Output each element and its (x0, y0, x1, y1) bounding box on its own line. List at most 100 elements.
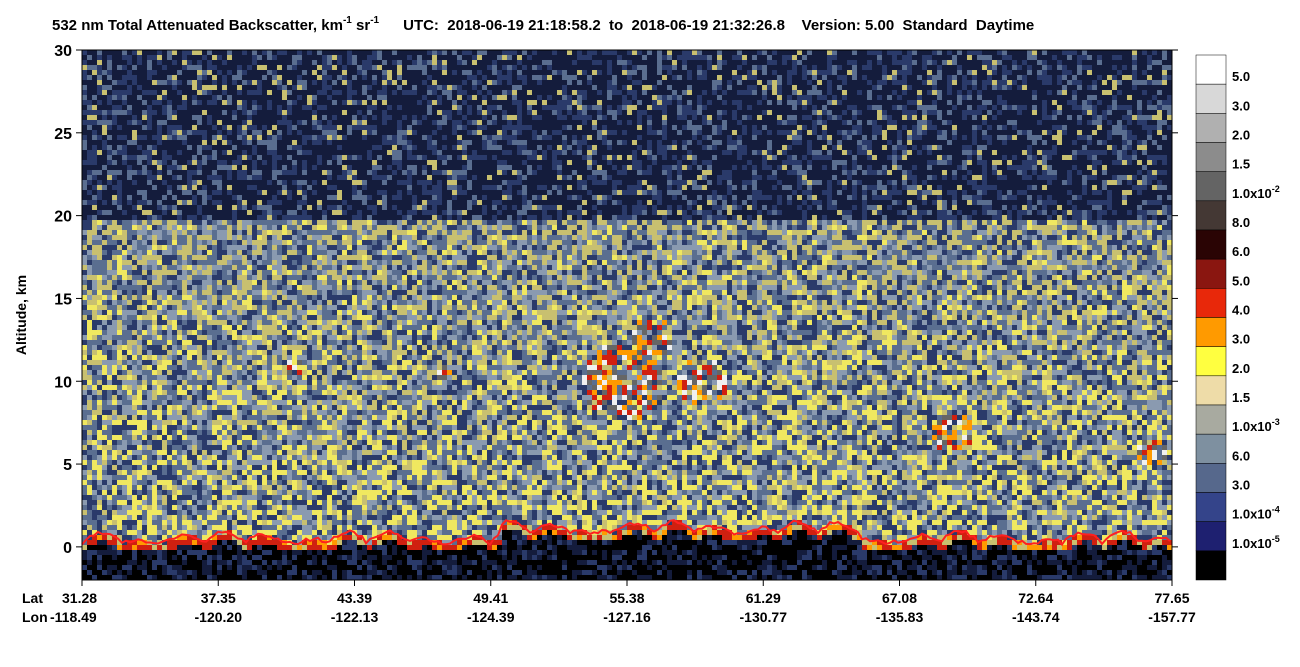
colorbar-label: 6.0 (1232, 244, 1250, 259)
colorbar-label: 4.0 (1232, 303, 1250, 318)
colorbar-label-text: 1.0x10 (1232, 419, 1272, 434)
colorbar-label-text: 6.0 (1232, 244, 1250, 259)
colorbar-label: 1.0x10-4 (1232, 505, 1280, 522)
colorbar-label-text: 3.0 (1232, 98, 1250, 113)
y-tick-label: 5 (63, 457, 72, 474)
colorbar-label-text: 1.0x10 (1232, 507, 1272, 522)
colorbar-swatch (1195, 83, 1227, 114)
colorbar-swatch (1195, 317, 1227, 347)
backscatter-image (82, 50, 1172, 550)
x-row-label: Lat (22, 590, 43, 606)
x-tick-label: 55.38 (609, 590, 644, 606)
colorbar-label-text: 3.0 (1232, 478, 1250, 493)
title-part: 532 nm Total Attenuated Backscatter, km (52, 17, 343, 34)
x-tick-label: -124.39 (467, 609, 515, 625)
x-tick-label: 31.28 (62, 590, 97, 606)
colorbar-swatch (1195, 288, 1227, 318)
colorbar-label: 5.0 (1232, 69, 1250, 84)
title-info: UTC: 2018-06-19 21:18:58.2 to 2018-06-19… (403, 17, 1034, 34)
x-tick-label: -120.20 (195, 609, 243, 625)
colorbar-swatch (1195, 463, 1227, 493)
y-tick-label: 25 (54, 126, 72, 143)
colorbar-label: 8.0 (1232, 215, 1250, 230)
colorbar-label-text: 1.0x10 (1232, 186, 1272, 201)
y-tick-label: 10 (54, 374, 72, 391)
colorbar-label: 5.0 (1232, 273, 1250, 288)
colorbar-swatch (1195, 54, 1227, 85)
title-part: sr (352, 17, 371, 34)
colorbar-label: 2.0 (1232, 128, 1250, 143)
y-axis-label: Altitude, km (13, 275, 29, 355)
x-tick-label: -157.77 (1148, 609, 1196, 625)
x-tick-label: -130.77 (740, 609, 788, 625)
x-tick-label: 77.65 (1154, 590, 1189, 606)
colorbar-label: 6.0 (1232, 448, 1250, 463)
colorbar-label-text: 5.0 (1232, 69, 1250, 84)
colorbar-label-text: 6.0 (1232, 448, 1250, 463)
colorbar-label: 1.0x10-2 (1232, 184, 1280, 201)
colorbar-swatch (1195, 521, 1227, 552)
colorbar-swatch (1195, 375, 1227, 406)
title-sup: -1 (370, 15, 379, 26)
x-tick-label: -143.74 (1012, 609, 1060, 625)
x-tick-label: -118.49 (50, 609, 97, 625)
y-tick-label: 30 (54, 43, 72, 60)
backscatter-image (87, 320, 1172, 550)
backscatter-image (82, 220, 1172, 545)
backscatter-image (97, 320, 1172, 550)
colorbar-label: 1.0x10-5 (1232, 534, 1280, 551)
colorbar-swatch (1195, 258, 1227, 289)
colorbar-swatch (1195, 113, 1227, 143)
y-tick-label: 0 (63, 540, 72, 557)
colorbar-label-sup: -2 (1272, 184, 1280, 194)
colorbar-swatch (1195, 433, 1227, 464)
x-tick-label: 72.64 (1018, 590, 1053, 606)
colorbar-swatch (1195, 200, 1227, 231)
colorbar-swatch (1195, 492, 1227, 522)
colorbar-label: 2.0 (1232, 361, 1250, 376)
colorbar-label: 1.5 (1232, 157, 1250, 172)
x-tick-label: 61.29 (746, 590, 781, 606)
colorbar-label-text: 2.0 (1232, 361, 1250, 376)
backscatter-image (82, 50, 1172, 580)
colorbar-label-text: 5.0 (1232, 273, 1250, 288)
x-row-label: Lon (22, 609, 48, 625)
surface-return (81, 519, 1171, 547)
backscatter-image (82, 220, 1172, 545)
colorbar-label-text: 2.0 (1232, 128, 1250, 143)
colorbar-label-text: 1.0x10 (1232, 536, 1272, 551)
colorbar-swatch (1195, 142, 1227, 172)
colorbar-label-sup: -5 (1272, 534, 1280, 544)
colorbar-label: 1.5 (1232, 390, 1250, 405)
colorbar-swatch (1195, 346, 1227, 377)
x-tick-label: 49.41 (473, 590, 508, 606)
colorbar-label-text: 1.5 (1232, 157, 1250, 172)
colorbar-swatch (1195, 171, 1227, 202)
y-tick-label: 15 (54, 291, 72, 308)
colorbar-swatch (1195, 550, 1227, 581)
colorbar-label-text: 3.0 (1232, 332, 1250, 347)
colorbar-label: 3.0 (1232, 332, 1250, 347)
x-tick-label: 37.35 (201, 590, 236, 606)
x-tick-label: 67.08 (882, 590, 917, 606)
y-tick-label: 20 (54, 209, 72, 226)
backscatter-image (82, 530, 1172, 580)
backscatter-image (82, 50, 1172, 580)
colorbar-label-sup: -3 (1272, 417, 1280, 427)
colorbar-label-text: 1.5 (1232, 390, 1250, 405)
title-sup: -1 (343, 15, 352, 26)
x-tick-label: -135.83 (876, 609, 924, 625)
colorbar-swatch (1195, 404, 1227, 435)
colorbar-label-text: 8.0 (1232, 215, 1250, 230)
backscatter-image (82, 50, 1172, 545)
colorbar-label-sup: -4 (1272, 505, 1280, 515)
x-tick-label: -127.16 (603, 609, 651, 625)
x-tick-label: 43.39 (337, 590, 372, 606)
x-tick-label: -122.13 (331, 609, 379, 625)
colorbar-label: 3.0 (1232, 478, 1250, 493)
colorbar-label: 1.0x10-3 (1232, 417, 1280, 434)
colorbar-swatch (1195, 229, 1227, 260)
chart-title: 532 nm Total Attenuated Backscatter, km-… (52, 15, 1034, 34)
colorbar-label-text: 4.0 (1232, 303, 1250, 318)
